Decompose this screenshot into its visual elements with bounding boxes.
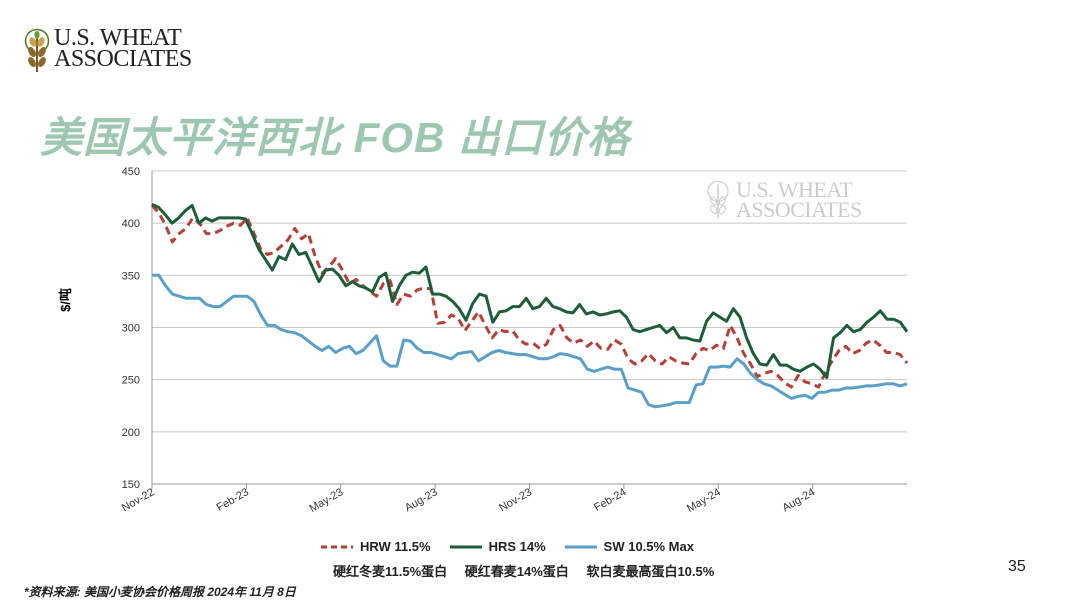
legend-label-hrw: HRW 11.5% xyxy=(360,539,431,554)
source-note: *资料来源: 美国小麦协会价格周报 2024年 11月 8日 xyxy=(24,585,296,599)
wheat-watermark-icon xyxy=(707,180,729,219)
wheat-icon xyxy=(24,28,50,72)
watermark-text-line1: U.S. WHEAT xyxy=(736,177,853,202)
series-line-sw xyxy=(152,273,908,409)
x-tick-label: Aug-23 xyxy=(403,486,440,514)
series-layer xyxy=(150,203,909,409)
watermark-logo: U.S. WHEAT ASSOCIATES xyxy=(706,177,862,222)
legend-item-sw: SW 10.5% Max xyxy=(564,539,694,554)
logo-text-line1: U.S. WHEAT xyxy=(54,25,182,51)
legend-label-hrs: HRS 14% xyxy=(488,539,546,554)
legend-note-hrs: 硬红春麦14%蛋白 xyxy=(464,564,569,579)
x-tick-label: May-24 xyxy=(685,486,723,515)
x-tick-label: Nov-23 xyxy=(497,486,534,514)
legend-swatch-hrs xyxy=(449,545,482,548)
legend-item-hrs: HRS 14% xyxy=(449,539,546,554)
x-tick-label: Feb-23 xyxy=(215,486,251,514)
logo-text-line2: ASSOCIATES xyxy=(54,46,192,72)
watermark-text-line2: ASSOCIATES xyxy=(736,197,862,222)
y-tick-label: 450 xyxy=(122,166,140,178)
y-tick-label: 200 xyxy=(122,427,140,439)
legend-swatch-hrw xyxy=(321,545,353,548)
legend-item-hrw: HRW 11.5% xyxy=(320,539,431,554)
series-line-hrs xyxy=(151,203,909,380)
legend-notes: 硬红冬麦11.5%蛋白 硬红春麦14%蛋白 软白麦最高蛋白10.5% xyxy=(333,561,728,580)
x-tick-label: Feb-24 xyxy=(592,486,628,514)
series-line-hrw xyxy=(150,204,909,389)
y-tick-label: 250 xyxy=(122,375,140,387)
legend-note-hrw: 硬红冬麦11.5%蛋白 xyxy=(333,564,448,579)
y-tick-label: 150 xyxy=(122,479,140,491)
y-tick-label: 300 xyxy=(122,323,140,335)
x-tick-label: Aug-24 xyxy=(780,486,817,514)
legend-note-sw: 软白麦最高蛋白10.5% xyxy=(586,564,715,579)
legend-label-sw: SW 10.5% Max xyxy=(603,539,694,554)
y-tick-label: 400 xyxy=(122,218,140,230)
page-title: 美国太平洋西北 FOB 出口价格 xyxy=(40,114,630,161)
x-tick-label: May-23 xyxy=(307,486,345,515)
y-axis-label: $/吨 xyxy=(58,288,73,312)
grid-layer xyxy=(152,170,907,485)
y-tick-label: 350 xyxy=(122,270,140,282)
page-number: 35 xyxy=(1008,558,1026,575)
chart-legend: HRW 11.5% HRS 14% SW 10.5% Max xyxy=(320,539,712,554)
usw-logo: U.S. WHEAT ASSOCIATES xyxy=(24,25,192,74)
legend-swatch-sw xyxy=(564,545,597,548)
